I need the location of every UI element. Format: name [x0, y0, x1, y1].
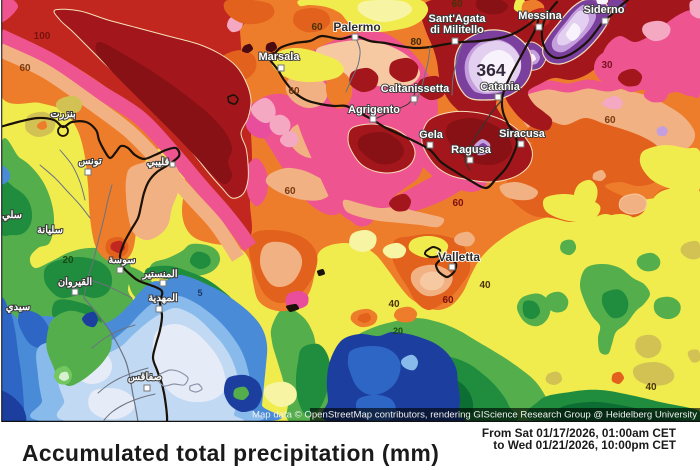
svg-text:Map data © OpenStreetMap contr: Map data © OpenStreetMap contributors, r…: [252, 410, 697, 421]
svg-text:Catania: Catania: [480, 81, 521, 93]
svg-text:قليبي: قليبي: [147, 157, 170, 168]
svg-text:40: 40: [645, 382, 657, 393]
svg-text:60: 60: [284, 186, 296, 197]
svg-text:Ragusa: Ragusa: [451, 144, 492, 156]
svg-text:Accumulated total precipitatio: Accumulated total precipitation (mm): [22, 440, 439, 466]
svg-text:60: 60: [288, 86, 300, 97]
svg-text:بنزرت: بنزرت: [50, 109, 76, 120]
svg-text:Messina: Messina: [518, 10, 562, 22]
svg-text:From Sat 01/17/2026, 01:00am C: From Sat 01/17/2026, 01:00am CET: [482, 426, 677, 440]
svg-text:364: 364: [476, 60, 505, 80]
svg-text:المهدية: المهدية: [148, 293, 178, 304]
svg-text:to Wed 01/21/2026, 10:00pm CET: to Wed 01/21/2026, 10:00pm CET: [493, 438, 677, 452]
svg-text:20: 20: [62, 255, 74, 266]
svg-text:صفاقس: صفاقس: [128, 372, 162, 383]
svg-text:Valletta: Valletta: [438, 250, 480, 264]
svg-text:Siderno: Siderno: [584, 4, 625, 16]
svg-text:Palermo: Palermo: [333, 20, 380, 34]
svg-text:20: 20: [393, 326, 403, 336]
svg-text:60: 60: [442, 295, 454, 306]
svg-text:سليانة: سليانة: [37, 225, 63, 236]
svg-text:Agrigento: Agrigento: [348, 104, 400, 116]
svg-text:Caltanissetta: Caltanissetta: [381, 83, 450, 95]
svg-text:60: 60: [452, 198, 464, 209]
svg-text:60: 60: [451, 0, 463, 10]
svg-text:30: 30: [601, 60, 613, 71]
svg-text:Siracusa: Siracusa: [499, 128, 546, 140]
svg-text:القيروان: القيروان: [58, 277, 93, 288]
svg-text:di Militello: di Militello: [430, 24, 484, 36]
svg-text:تونس: تونس: [78, 156, 102, 167]
svg-text:40: 40: [388, 299, 400, 310]
svg-text:Sant'Agata: Sant'Agata: [428, 13, 486, 25]
svg-text:60: 60: [311, 22, 323, 33]
svg-text:40: 40: [479, 280, 491, 291]
svg-text:Marsala: Marsala: [259, 51, 301, 63]
svg-text:5: 5: [197, 288, 202, 298]
svg-text:Gela: Gela: [419, 129, 444, 141]
svg-text:سيدي: سيدي: [6, 302, 30, 313]
svg-text:60: 60: [604, 115, 616, 126]
svg-text:سلي: سلي: [2, 210, 22, 221]
svg-text:سوسة: سوسة: [108, 255, 135, 266]
svg-text:المنستير: المنستير: [141, 269, 177, 280]
svg-text:100: 100: [34, 31, 51, 42]
svg-text:60: 60: [19, 63, 31, 74]
svg-text:80: 80: [410, 37, 422, 48]
